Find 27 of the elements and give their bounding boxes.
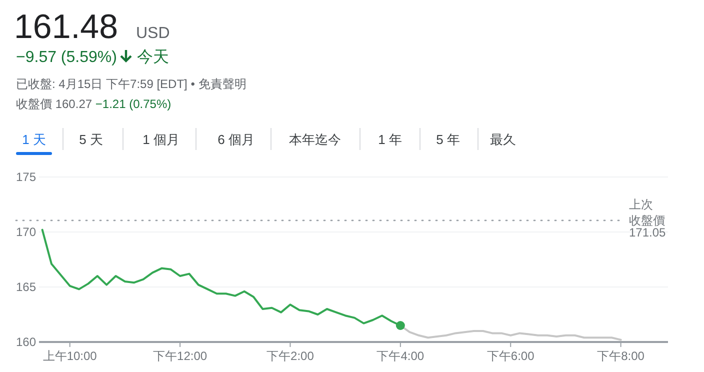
y-tick-label: 175	[16, 170, 36, 184]
x-tick-label: 下午6:00	[486, 349, 535, 363]
y-tick-label: 170	[16, 225, 36, 239]
x-tick-label: 下午12:00	[153, 349, 208, 363]
x-tick-label: 下午2:00	[266, 349, 314, 363]
text: 本年迄今	[289, 132, 341, 147]
text: 今天	[137, 49, 169, 66]
text: 5 天	[79, 132, 103, 147]
x-tick-label: 下午8:00	[597, 349, 645, 363]
y-tick-label: 160	[16, 335, 36, 349]
y-tick-label: 165	[16, 280, 36, 294]
ref-line-label: 上次收盤價	[629, 197, 665, 228]
x-tick-label: 下午4:00	[376, 349, 424, 363]
text: 5 年	[436, 132, 460, 147]
text: 最久	[490, 132, 516, 147]
text: 1 個月	[142, 132, 180, 147]
text: 6 個月	[218, 132, 254, 147]
text: 171.05	[629, 225, 666, 240]
text: −9.57 (5.59%)	[16, 49, 117, 66]
text: 收盤價 160.27	[16, 97, 92, 111]
text: 已收盤: 4月15日 下午7:59 [EDT] • 免責聲明	[16, 77, 246, 91]
chart-subtitle: USD	[136, 25, 170, 42]
chart-title: 161.48	[14, 8, 118, 46]
text: 1 年	[378, 132, 402, 147]
text: 1 天	[22, 132, 46, 147]
text: −1.21 (0.75%)	[95, 97, 172, 111]
x-tick-label: 上午10:00	[42, 349, 98, 363]
